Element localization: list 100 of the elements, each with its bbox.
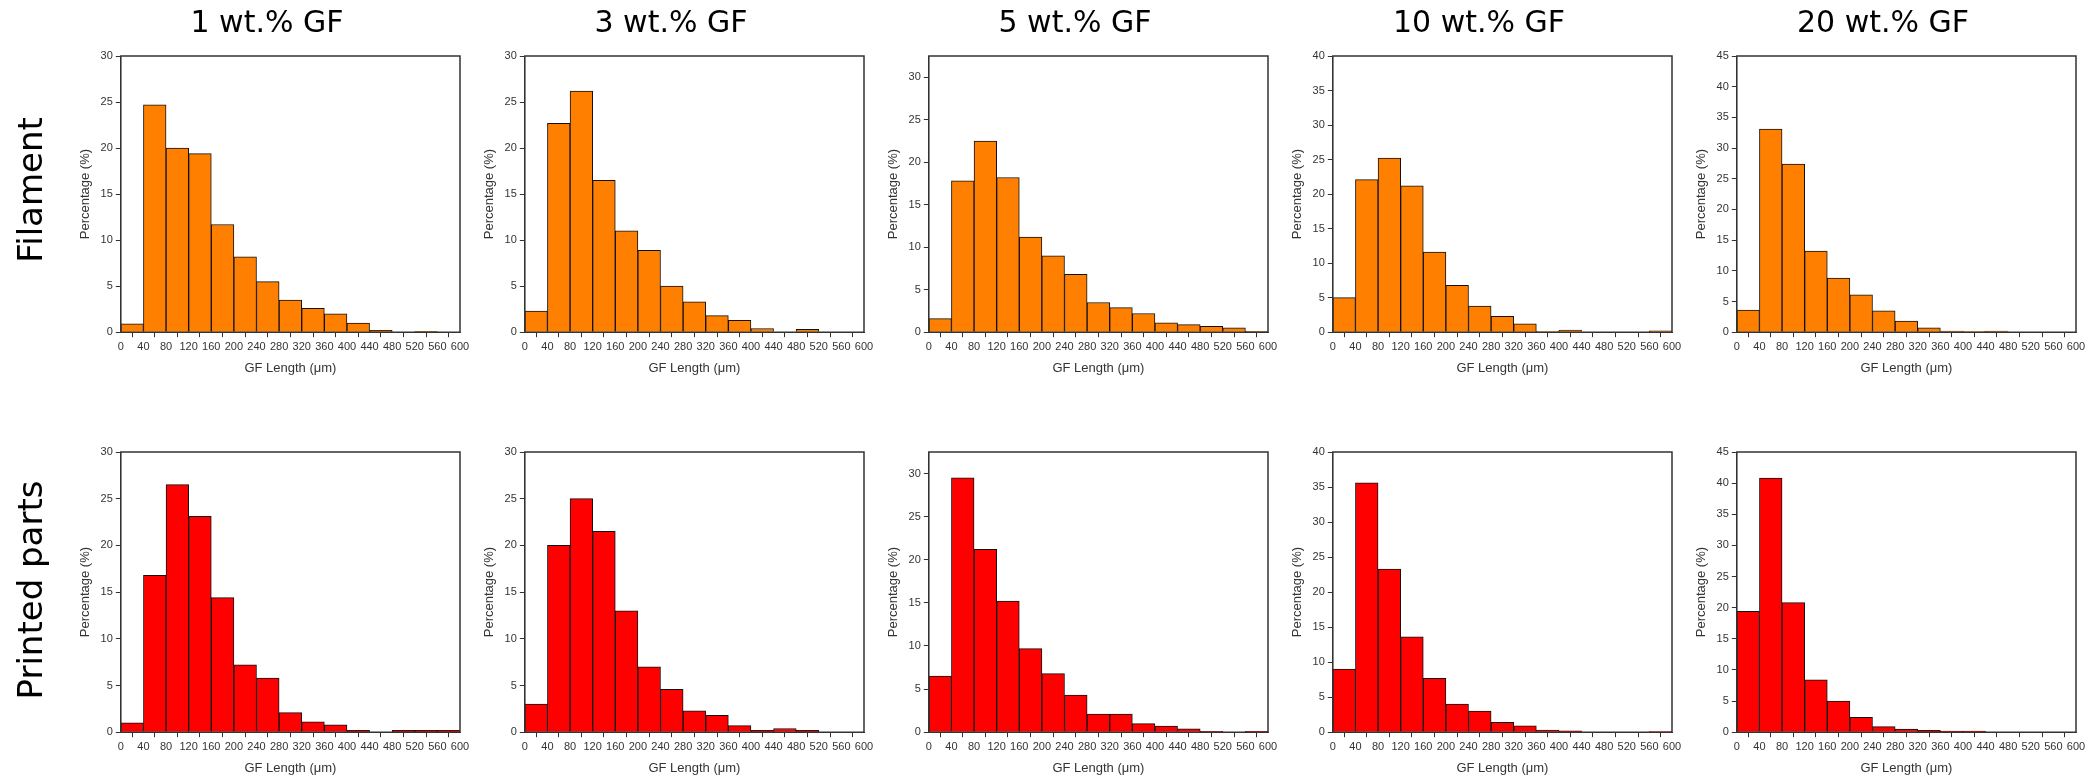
x-tick-label: 200 [224, 739, 244, 752]
x-tick-label: 0 [117, 339, 124, 352]
y-tick-label: 25 [100, 95, 113, 108]
x-tick-label: 160 [1818, 339, 1837, 352]
x-tick-label: 280 [673, 739, 693, 752]
x-tick-label: 160 [1010, 739, 1029, 752]
x-axis-title: GF Length (μm) [1052, 759, 1145, 775]
x-tick-label: 360 [719, 739, 738, 752]
y-tick-label: 0 [914, 725, 921, 738]
y-tick-label: 0 [1318, 725, 1325, 738]
x-tick-label: 320 [1504, 339, 1523, 352]
y-tick-label: 5 [914, 282, 921, 295]
x-tick-label: 600 [854, 339, 874, 352]
y-axis-title: Percentage (%) [1693, 148, 1709, 240]
x-tick-label: 320 [1100, 739, 1119, 752]
y-tick-label: 25 [1312, 152, 1325, 165]
x-tick-label: 80 [159, 739, 173, 752]
y-tick-label: 15 [1716, 631, 1729, 644]
x-tick-label: 200 [1032, 339, 1052, 352]
x-tick-label: 240 [247, 739, 266, 752]
x-tick-label: 520 [1213, 339, 1232, 352]
y-tick-label: 30 [1312, 515, 1325, 528]
x-tick-label: 320 [1908, 739, 1927, 752]
x-tick-label: 600 [854, 739, 874, 752]
x-tick-label: 40 [137, 339, 150, 352]
y-tick-label: 5 [510, 279, 517, 292]
x-tick-label: 360 [315, 739, 334, 752]
x-tick-label: 360 [1527, 339, 1546, 352]
x-tick-label: 120 [1795, 739, 1814, 752]
y-tick-label: 35 [1716, 110, 1729, 123]
x-tick-label: 480 [1998, 339, 2018, 352]
y-axis-title: Percentage (%) [481, 148, 497, 240]
x-tick-label: 320 [1100, 339, 1119, 352]
x-tick-label: 560 [428, 739, 447, 752]
y-tick-label: 25 [1312, 550, 1325, 563]
y-tick-label: 30 [908, 70, 921, 83]
x-tick-label: 400 [1145, 739, 1165, 752]
x-tick-label: 320 [292, 739, 311, 752]
x-tick-label: 80 [967, 339, 981, 352]
x-tick-label: 200 [224, 339, 244, 352]
y-tick-label: 15 [1716, 233, 1729, 246]
x-tick-label: 200 [1840, 739, 1860, 752]
x-tick-label: 0 [925, 739, 932, 752]
x-tick-label: 560 [832, 339, 851, 352]
x-axis-title: GF Length (μm) [648, 359, 741, 375]
y-tick-label: 20 [504, 141, 517, 154]
x-tick-label: 360 [1123, 739, 1142, 752]
x-tick-label: 400 [1549, 739, 1569, 752]
y-tick-label: 5 [106, 279, 113, 292]
x-tick-label: 80 [1775, 739, 1789, 752]
x-tick-label: 280 [1885, 739, 1905, 752]
x-tick-label: 400 [741, 739, 761, 752]
x-tick-label: 240 [1055, 739, 1074, 752]
x-tick-label: 40 [1349, 739, 1362, 752]
x-tick-label: 440 [360, 339, 379, 352]
y-tick-label: 15 [100, 187, 113, 200]
x-tick-label: 240 [651, 739, 670, 752]
y-tick-label: 10 [1716, 263, 1729, 276]
x-tick-label: 40 [541, 739, 554, 752]
x-tick-label: 480 [786, 339, 806, 352]
x-tick-label: 560 [1640, 739, 1659, 752]
x-tick-label: 0 [521, 739, 528, 752]
y-axis-title: Percentage (%) [1289, 148, 1305, 240]
y-axis-title: Percentage (%) [1289, 546, 1305, 638]
x-axis-title: GF Length (μm) [244, 359, 337, 375]
x-tick-label: 480 [786, 739, 806, 752]
x-tick-label: 520 [1617, 339, 1636, 352]
y-tick-label: 5 [106, 678, 113, 691]
x-tick-label: 120 [1391, 739, 1410, 752]
x-tick-label: 440 [1572, 739, 1591, 752]
y-tick-label: 15 [100, 585, 113, 598]
y-tick-label: 20 [100, 538, 113, 551]
x-tick-label: 40 [945, 739, 958, 752]
y-tick-label: 25 [1716, 569, 1729, 582]
y-tick-label: 30 [1716, 538, 1729, 551]
y-tick-label: 25 [1716, 171, 1729, 184]
x-tick-label: 520 [2021, 339, 2040, 352]
x-tick-label: 240 [1459, 339, 1478, 352]
y-tick-label: 30 [1716, 141, 1729, 154]
x-tick-label: 520 [405, 339, 424, 352]
x-tick-label: 480 [1594, 339, 1614, 352]
y-tick-label: 30 [504, 49, 517, 62]
x-tick-label: 440 [764, 339, 783, 352]
y-tick-label: 20 [908, 155, 921, 168]
y-tick-label: 0 [106, 325, 113, 338]
x-tick-label: 120 [179, 739, 198, 752]
x-tick-label: 440 [764, 739, 783, 752]
x-tick-label: 0 [1329, 339, 1336, 352]
y-tick-label: 5 [1722, 294, 1729, 307]
x-tick-label: 0 [1733, 339, 1740, 352]
y-tick-label: 0 [510, 325, 517, 338]
x-tick-label: 120 [1391, 339, 1410, 352]
x-axis-title: GF Length (μm) [1456, 359, 1549, 375]
y-tick-label: 10 [100, 631, 113, 644]
x-tick-label: 280 [1481, 739, 1501, 752]
x-tick-label: 280 [1885, 339, 1905, 352]
x-tick-label: 560 [2044, 739, 2063, 752]
x-tick-label: 0 [521, 339, 528, 352]
x-tick-label: 600 [2066, 339, 2086, 352]
x-tick-label: 200 [1436, 339, 1456, 352]
